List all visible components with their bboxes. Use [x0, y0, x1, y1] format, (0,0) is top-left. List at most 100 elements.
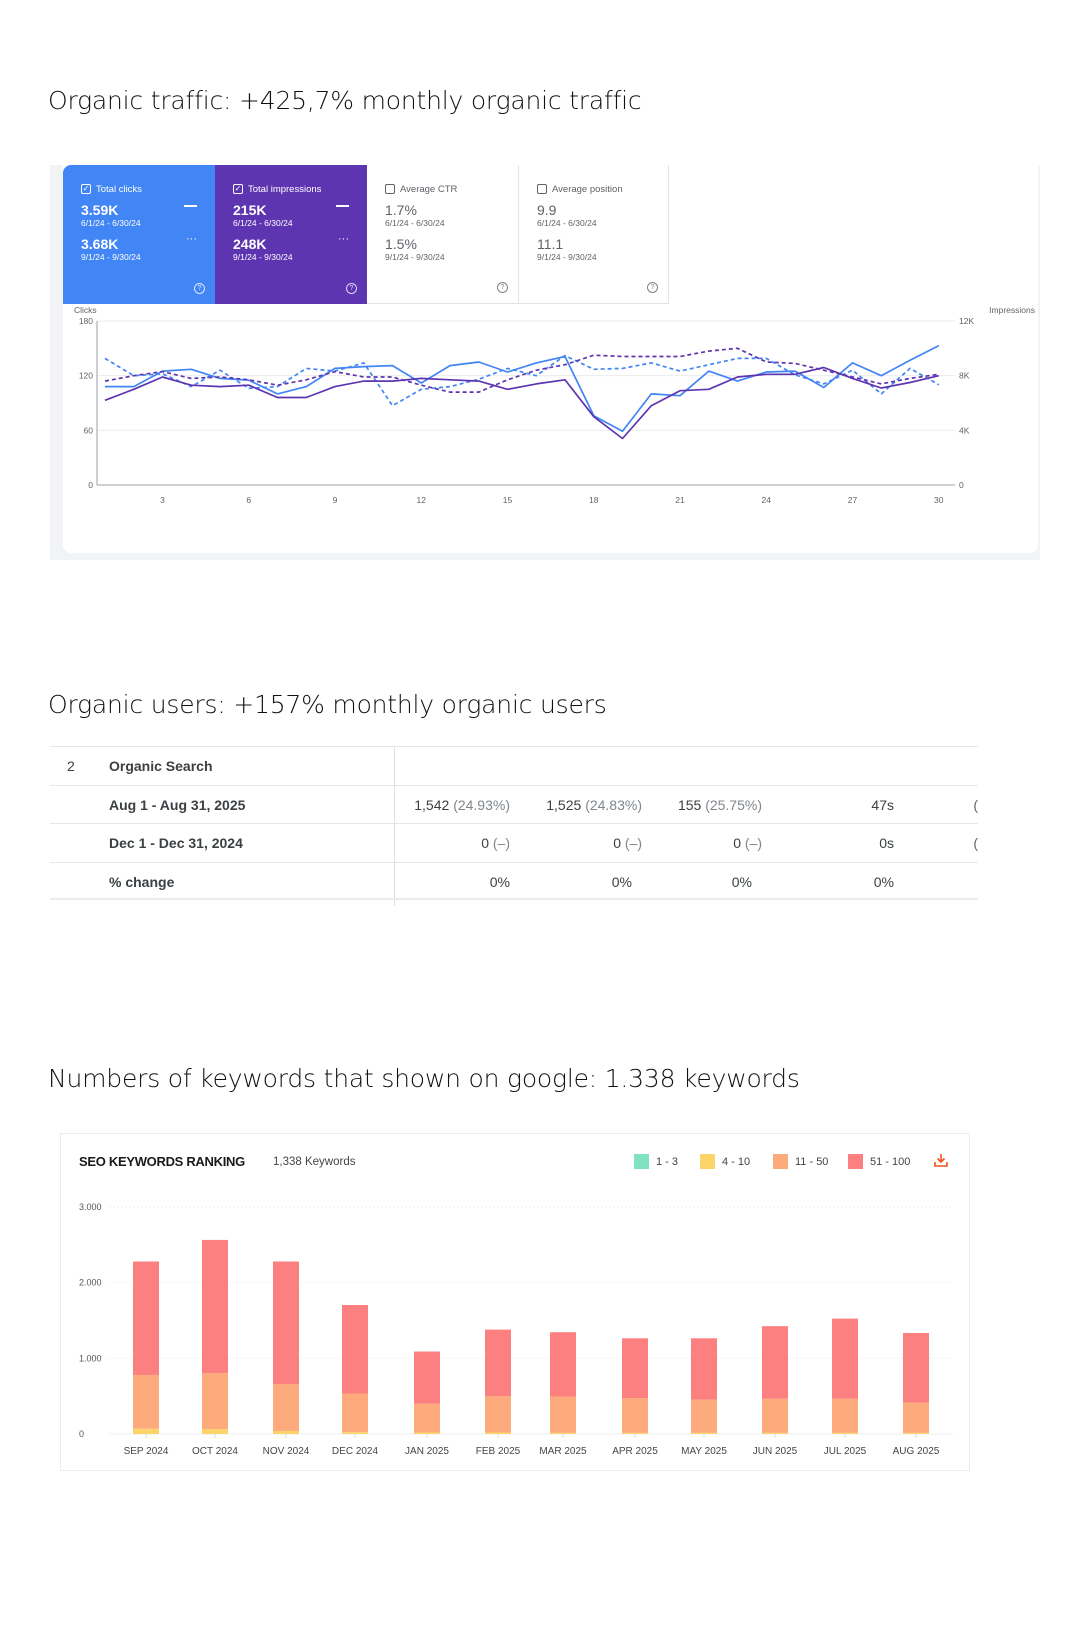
- legend-item-1-3[interactable]: 1 - 3: [634, 1154, 678, 1169]
- svg-text:FEB 2025: FEB 2025: [476, 1446, 521, 1457]
- metric-range-compare: 9/1/24 - 9/30/24: [81, 252, 141, 262]
- keywords-section-title: Numbers of keywords that shown on google…: [48, 1064, 800, 1093]
- table-row[interactable]: % change 0% 0% 0% 0%: [50, 861, 978, 900]
- legend-item-4-10[interactable]: 4 - 10: [700, 1154, 750, 1169]
- svg-text:120: 120: [79, 371, 93, 381]
- metric-total-impressions[interactable]: ✓ Total impressions 215K 6/1/24 - 6/30/24…: [215, 165, 367, 304]
- help-icon[interactable]: ?: [346, 283, 357, 294]
- svg-text:30: 30: [934, 495, 944, 505]
- legend-swatch-icon: [848, 1154, 863, 1169]
- metric-average-ctr[interactable]: Average CTR 1.7% 6/1/24 - 6/30/24 1.5% 9…: [367, 165, 519, 304]
- new-users-cell: 0 (–): [613, 835, 642, 851]
- help-icon[interactable]: ?: [497, 282, 508, 293]
- svg-text:8K: 8K: [959, 371, 970, 381]
- checkbox-unchecked-icon[interactable]: [385, 184, 395, 194]
- column-divider: [394, 746, 395, 906]
- svg-text:MAY 2025: MAY 2025: [681, 1446, 727, 1457]
- svg-text:9: 9: [333, 495, 338, 505]
- svg-text:DEC 2024: DEC 2024: [332, 1446, 379, 1457]
- metric-range-current: 6/1/24 - 6/30/24: [233, 218, 293, 228]
- metric-value-current: 215K: [233, 202, 267, 218]
- users-change-cell: 0%: [489, 873, 510, 890]
- users-cell: 1,542 (24.93%): [414, 796, 510, 813]
- svg-text:27: 27: [848, 495, 858, 505]
- seo-keywords-card: SEO KEYWORDS RANKING 1,338 Keywords 1 - …: [60, 1133, 970, 1471]
- metric-range-compare: 9/1/24 - 9/30/24: [385, 252, 445, 262]
- svg-text:3.000: 3.000: [79, 1202, 102, 1212]
- svg-text:60: 60: [84, 425, 94, 435]
- legend-swatch-icon: [634, 1154, 649, 1169]
- metric-value-current: 9.9: [537, 202, 557, 218]
- truncated-cell: (: [973, 796, 978, 813]
- solid-line-legend-icon: [336, 205, 349, 207]
- keywords-bar-chart[interactable]: 0 1.000 2.000 3.000 SEP 2024 OCT 2024 NOV 2024…: [61, 1134, 971, 1472]
- table-group-row[interactable]: 2 Organic Search: [50, 746, 978, 785]
- metric-label: Total impressions: [248, 183, 322, 195]
- metric-range-compare: 9/1/24 - 9/30/24: [537, 252, 597, 262]
- solid-line-legend-icon: [184, 205, 197, 207]
- dashed-line-legend-icon: ···: [338, 233, 349, 245]
- date-range-label: Aug 1 - Aug 31, 2025: [109, 796, 246, 813]
- svg-text:MAR 2025: MAR 2025: [539, 1446, 587, 1457]
- svg-text:APR 2025: APR 2025: [612, 1446, 658, 1457]
- checkbox-checked-icon[interactable]: ✓: [233, 184, 243, 194]
- seo-chart-title: SEO KEYWORDS RANKING: [79, 1154, 245, 1169]
- checkbox-unchecked-icon[interactable]: [537, 184, 547, 194]
- right-axis-label: Impressions: [989, 305, 1035, 315]
- table-row[interactable]: Aug 1 - Aug 31, 2025 1,542 (24.93%) 1,52…: [50, 784, 978, 824]
- svg-text:0: 0: [959, 480, 964, 490]
- performance-line-chart[interactable]: Clicks Impressions 0 60 120 180 0 4K 8K 12K 3 6 9 1…: [63, 305, 1038, 545]
- help-icon[interactable]: ?: [194, 283, 205, 294]
- new-users-cell: 1,525 (24.83%): [546, 796, 642, 813]
- download-icon[interactable]: [933, 1152, 949, 1168]
- truncated-cell: (: [973, 835, 978, 851]
- svg-text:12K: 12K: [959, 316, 974, 326]
- checkbox-checked-icon[interactable]: ✓: [81, 184, 91, 194]
- left-axis-label: Clicks: [74, 305, 97, 315]
- duration-cell: 47s: [871, 796, 894, 813]
- metric-value-compare: 1.5%: [385, 236, 417, 252]
- svg-text:NOV 2024: NOV 2024: [263, 1446, 310, 1457]
- svg-text:JAN 2025: JAN 2025: [405, 1446, 449, 1457]
- legend-item-51-100[interactable]: 51 - 100: [848, 1154, 910, 1169]
- date-range-label: Dec 1 - Dec 31, 2024: [109, 835, 243, 851]
- traffic-section-title: Organic traffic: +425,7% monthly organic…: [48, 86, 642, 115]
- metric-average-position[interactable]: Average position 9.9 6/1/24 - 6/30/24 11…: [519, 165, 669, 304]
- metric-range-compare: 9/1/24 - 9/30/24: [233, 252, 293, 262]
- metric-range-current: 6/1/24 - 6/30/24: [537, 218, 597, 228]
- svg-text:4K: 4K: [959, 425, 970, 435]
- ga-channel-table: 2 Organic Search Aug 1 - Aug 31, 2025 1,…: [50, 746, 978, 906]
- metric-total-clicks[interactable]: ✓ Total clicks 3.59K 6/1/24 - 6/30/24 3.6…: [63, 165, 215, 304]
- search-console-panel: ✓ Total clicks 3.59K 6/1/24 - 6/30/24 3.6…: [50, 165, 1040, 560]
- legend-item-11-50[interactable]: 11 - 50: [773, 1154, 828, 1169]
- metric-range-current: 6/1/24 - 6/30/24: [385, 218, 445, 228]
- svg-text:12: 12: [417, 495, 427, 505]
- channel-name: Organic Search: [109, 758, 213, 774]
- metric-value-current: 3.59K: [81, 202, 119, 218]
- svg-text:SEP 2024: SEP 2024: [124, 1446, 169, 1457]
- help-icon[interactable]: ?: [647, 282, 658, 293]
- change-label: % change: [109, 873, 175, 890]
- dashed-line-legend-icon: ···: [186, 233, 197, 245]
- svg-text:3: 3: [160, 495, 165, 505]
- svg-text:OCT 2024: OCT 2024: [192, 1446, 238, 1457]
- svg-text:24: 24: [762, 495, 772, 505]
- metric-label: Average CTR: [400, 183, 458, 195]
- sessions-cell: 0 (–): [733, 835, 762, 851]
- duration-change-cell: 0%: [873, 873, 894, 890]
- svg-text:21: 21: [675, 495, 685, 505]
- svg-text:18: 18: [589, 495, 599, 505]
- sessions-change-cell: 0%: [731, 873, 752, 890]
- metric-label: Average position: [552, 183, 623, 195]
- table-row[interactable]: Dec 1 - Dec 31, 2024 0 (–) 0 (–) 0 (–) 0…: [50, 823, 978, 862]
- new-users-change-cell: 0%: [611, 873, 632, 890]
- svg-text:AUG 2025: AUG 2025: [893, 1446, 940, 1457]
- svg-text:2.000: 2.000: [79, 1278, 102, 1288]
- row-index: 2: [67, 758, 75, 774]
- metric-value-compare: 3.68K: [81, 236, 119, 252]
- metric-label: Total clicks: [96, 183, 142, 195]
- svg-text:JUL 2025: JUL 2025: [824, 1446, 867, 1457]
- metric-value-compare: 11.1: [537, 236, 564, 252]
- svg-text:0: 0: [79, 1429, 84, 1439]
- duration-cell: 0s: [879, 835, 894, 851]
